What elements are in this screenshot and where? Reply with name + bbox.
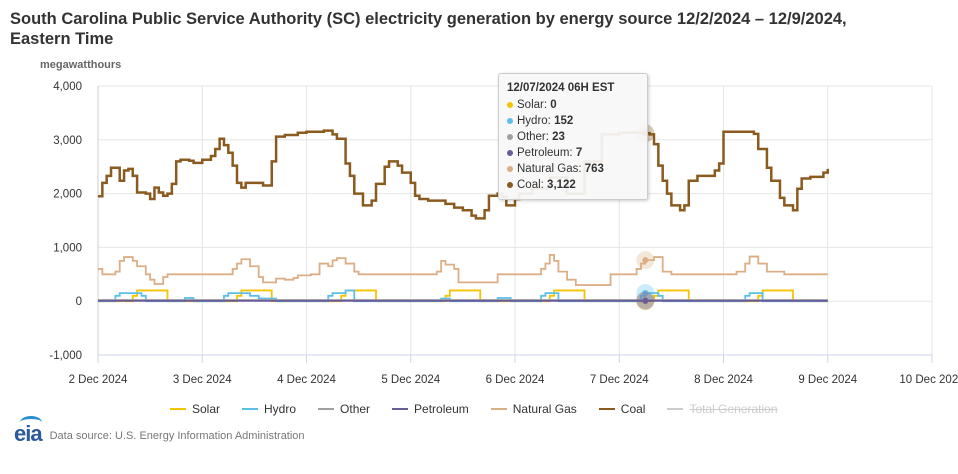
series-dot-icon (507, 101, 513, 108)
legend-swatch (318, 408, 335, 410)
tooltip: 12/07/2024 06H EST Solar: 0 Hydro: 152 Oth… (498, 73, 648, 200)
legend-item-natural-gas[interactable]: Natural Gas (490, 402, 577, 416)
tooltip-value: 0 (550, 99, 557, 111)
eia-logo-text: eia (14, 421, 43, 446)
tooltip-row: Coal: 3,122 (507, 177, 639, 193)
y-tick-label: 2,000 (53, 189, 82, 201)
legend-item-total-generation[interactable]: Total Generation (667, 402, 778, 416)
y-tick-label: -1,000 (49, 350, 82, 362)
series-dot-icon (507, 133, 513, 140)
y-axis-label: megawatthours (40, 59, 122, 71)
x-tick-label: 8 Dec 2024 (694, 374, 753, 386)
tooltip-label: Hydro: (517, 115, 555, 127)
y-tick-label: 1,000 (53, 242, 82, 254)
y-tick-label: 3,000 (53, 135, 82, 147)
eia-logo[interactable]: eia (14, 416, 43, 446)
highlight-point-petroleum (642, 297, 649, 304)
legend-swatch (392, 408, 409, 410)
tooltip-label: Coal: (517, 179, 548, 191)
legend-swatch (667, 408, 684, 410)
tooltip-label: Other: (517, 131, 553, 143)
x-tick-label: 6 Dec 2024 (486, 374, 545, 386)
legend-label: Natural Gas (512, 402, 577, 416)
x-tick-label: 10 Dec 2024 (899, 374, 958, 386)
legend-label: Hydro (264, 402, 297, 416)
legend: Solar Hydro Other Petroleum Natural Gas Coal T… (170, 402, 800, 416)
x-tick-label: 2 Dec 2024 (69, 374, 128, 386)
tooltip-label: Natural Gas: (517, 163, 585, 175)
chart-title: South Carolina Public Service Authority … (10, 10, 847, 48)
legend-item-coal[interactable]: Coal (598, 402, 646, 416)
legend-item-solar[interactable]: Solar (170, 402, 220, 416)
series-dot-icon (507, 117, 513, 124)
series-dot-icon (507, 149, 513, 156)
legend-item-petroleum[interactable]: Petroleum (392, 402, 469, 416)
tooltip-row: Solar: 0 (507, 97, 639, 113)
tooltip-label: Solar: (517, 99, 551, 111)
x-tick-label: 4 Dec 2024 (277, 374, 336, 386)
series-line-natural-gas (98, 254, 828, 286)
tooltip-value: 7 (575, 147, 583, 159)
highlight-point-natural-gas (642, 257, 649, 264)
legend-label: Solar (192, 402, 221, 416)
tooltip-value: 763 (584, 163, 604, 175)
legend-label: Coal (620, 402, 646, 416)
y-tick-label: 4,000 (53, 81, 82, 93)
legend-label: Petroleum (414, 402, 469, 416)
legend-swatch (242, 408, 259, 410)
x-tick-label: 9 Dec 2024 (798, 374, 857, 386)
footer: eia Data source: U.S. Energy Information… (14, 416, 305, 446)
legend-swatch (598, 408, 615, 410)
series-dot-icon (507, 165, 513, 172)
legend-item-other[interactable]: Other (318, 402, 370, 416)
tooltip-row: Other: 23 (507, 129, 639, 145)
tooltip-row: Natural Gas: 763 (507, 161, 639, 177)
tooltip-row: Hydro: 152 (507, 113, 639, 129)
x-tick-label: 3 Dec 2024 (173, 374, 232, 386)
tooltip-row: Petroleum: 7 (507, 145, 639, 161)
series-dot-icon (507, 181, 513, 188)
tooltip-value: 152 (554, 115, 574, 127)
highlight-point-hydro (642, 290, 649, 297)
legend-label: Other (340, 402, 371, 416)
y-tick-label: 0 (76, 296, 82, 308)
tooltip-value: 23 (552, 131, 565, 143)
tooltip-header: 12/07/2024 06H EST (507, 82, 615, 94)
x-tick-label: 5 Dec 2024 (381, 374, 440, 386)
series-line-hydro (98, 289, 828, 303)
series-line-coal (98, 129, 829, 220)
legend-item-hydro[interactable]: Hydro (242, 402, 296, 416)
legend-swatch (170, 408, 186, 410)
tooltip-label: Petroleum: (517, 147, 576, 159)
legend-label: Total Generation (689, 402, 778, 416)
x-tick-label: 7 Dec 2024 (590, 374, 649, 386)
data-source: Data source: U.S. Energy Information Adm… (49, 430, 305, 442)
legend-swatch (490, 408, 507, 410)
tooltip-value: 3,122 (547, 179, 576, 191)
